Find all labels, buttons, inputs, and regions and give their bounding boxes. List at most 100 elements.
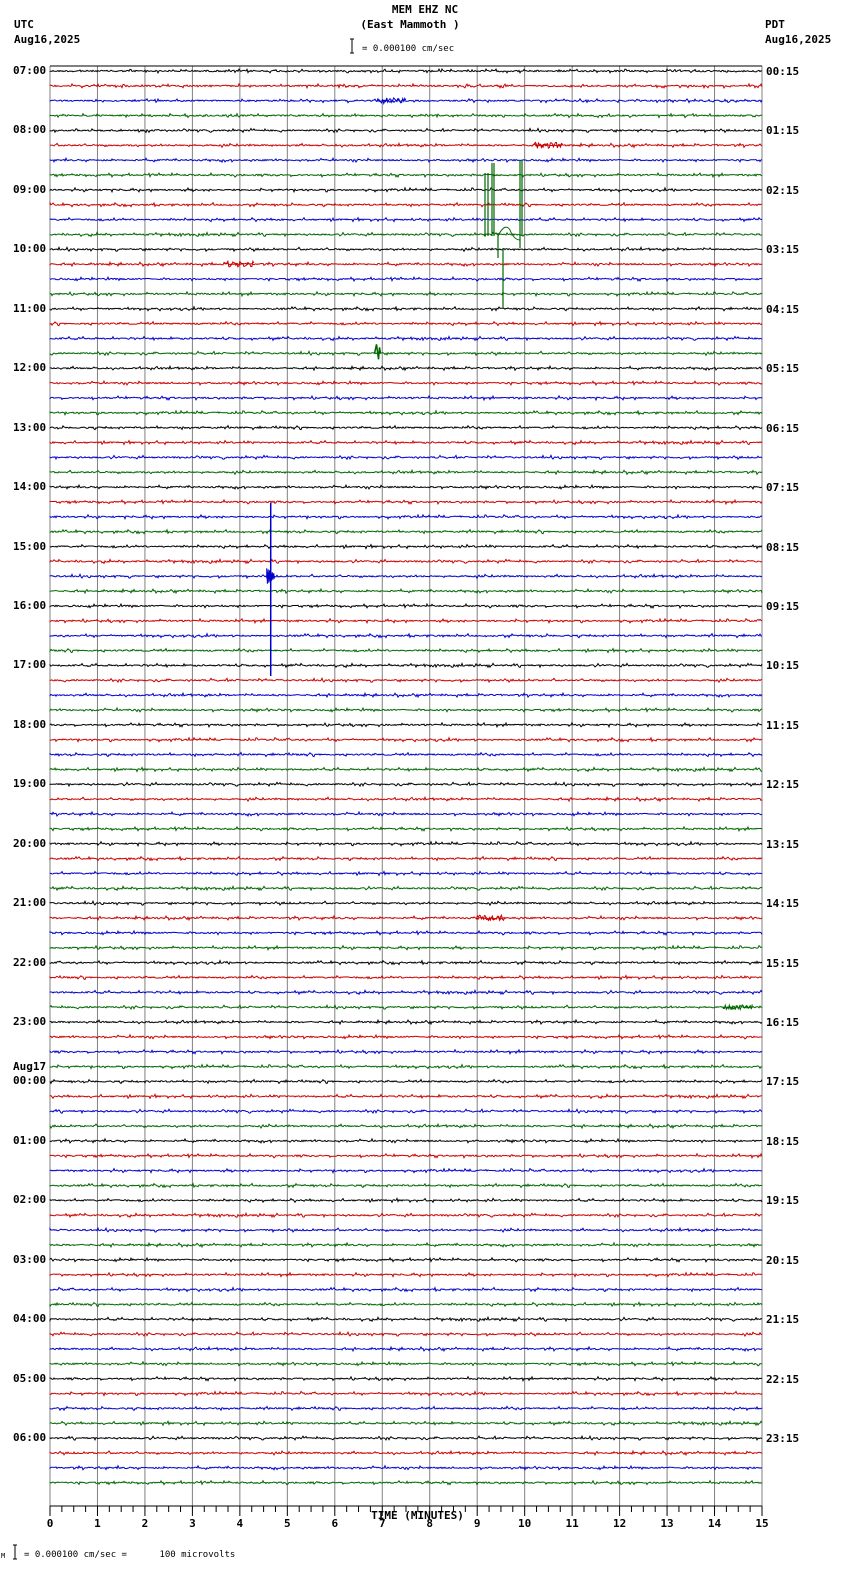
- pdt-time-label: 05:15: [766, 362, 800, 376]
- station-location: (East Mammoth ): [360, 18, 460, 31]
- x-tick-label: 1: [94, 1517, 101, 1530]
- trace-line: [49, 1301, 763, 1308]
- utc-time-label: 04:00: [13, 1312, 47, 1326]
- x-tick-label: 15: [755, 1517, 768, 1530]
- utc-time-label: 20:00: [13, 836, 47, 850]
- x-tick-label: 3: [189, 1517, 196, 1530]
- trace-line: [49, 82, 763, 90]
- trace-line: [49, 766, 763, 773]
- trace-line: [49, 335, 763, 342]
- trace-line: [49, 364, 763, 372]
- utc-time-label: 03:00: [13, 1252, 47, 1266]
- trace-line: [49, 632, 763, 639]
- trace-line: [49, 662, 763, 669]
- event-burst: [224, 259, 255, 268]
- trace-line: [49, 944, 763, 952]
- pdt-time-label: 18:15: [766, 1134, 800, 1148]
- trace-line: [49, 439, 763, 446]
- trace-line: [49, 1286, 763, 1293]
- pdt-time-label: 23:15: [766, 1432, 800, 1446]
- trace-line: [49, 305, 763, 312]
- left-timezone: UTC: [14, 18, 34, 31]
- event-burst: [475, 913, 506, 922]
- trace-line: [49, 1434, 763, 1442]
- trace-line: [49, 855, 763, 862]
- trace-line: [49, 1226, 763, 1233]
- trace-line: [49, 1390, 763, 1397]
- trace-line: [49, 914, 763, 922]
- trace-line: [49, 1479, 763, 1486]
- x-tick-label: 13: [660, 1517, 673, 1530]
- trace-line: [49, 127, 763, 134]
- pdt-time-label: 00:15: [766, 65, 800, 78]
- trace-line: [49, 840, 763, 848]
- utc-time-label: 13:00: [13, 420, 47, 434]
- pdt-time-label: 13:15: [766, 837, 800, 851]
- trace-line: [49, 290, 763, 298]
- utc-time-label: 15:00: [13, 539, 47, 553]
- trace-line: [49, 1345, 763, 1353]
- trace-line: [49, 528, 763, 535]
- trace-line: [49, 647, 763, 654]
- x-tick-label: 10: [518, 1517, 531, 1530]
- trace-line: [49, 1464, 763, 1471]
- utc-time-label: 19:00: [13, 777, 47, 791]
- footer-prefix: M: [1, 1552, 6, 1560]
- right-date: Aug16,2025: [765, 33, 832, 46]
- trace-line: [50, 142, 763, 149]
- pdt-time-label: 17:15: [766, 1075, 800, 1089]
- trace-line: [49, 781, 763, 788]
- pdt-time-label: 04:15: [766, 302, 800, 316]
- pdt-time-label: 15:15: [766, 956, 800, 970]
- utc-time-label: 11:00: [13, 301, 47, 315]
- trace-line: [49, 1122, 763, 1130]
- trace-line: [49, 1048, 763, 1055]
- utc-time-label: 09:00: [13, 182, 47, 196]
- trace-line: [49, 454, 763, 461]
- trace-line: [49, 394, 763, 402]
- trace-line: [49, 1033, 763, 1040]
- utc-time-label: 21:00: [13, 896, 47, 910]
- right-timezone: PDT: [765, 18, 785, 31]
- utc-time-label: 07:00: [13, 64, 47, 77]
- trace-line: [49, 200, 763, 208]
- trace-line: [49, 1375, 763, 1383]
- trace-line: [49, 587, 763, 595]
- trace-line: [49, 602, 763, 610]
- x-axis-title: TIME (MINUTES): [371, 1509, 464, 1522]
- utc-time-label: 12:00: [13, 361, 47, 375]
- trace-line: [49, 231, 763, 238]
- x-tick-label: 5: [284, 1517, 291, 1530]
- pdt-time-label: 19:15: [766, 1194, 800, 1208]
- trace-line: [49, 1256, 763, 1263]
- trace-line: [49, 929, 763, 936]
- pdt-time-label: 16:15: [766, 1016, 800, 1030]
- pdt-time-label: 12:15: [766, 778, 800, 792]
- trace-line: [49, 379, 763, 387]
- trace-line: [49, 1018, 763, 1026]
- utc-time-label: 23:00: [13, 1015, 47, 1029]
- utc-time-label: 14:00: [13, 480, 47, 494]
- pdt-time-label: 08:15: [766, 540, 800, 554]
- utc-time-label: 08:00: [13, 123, 47, 137]
- trace-line: [49, 795, 763, 803]
- utc-time-label: 06:00: [13, 1431, 47, 1445]
- utc-time-label: 10:00: [13, 242, 47, 256]
- x-tick-label: 14: [708, 1517, 722, 1530]
- trace-line: [49, 67, 763, 75]
- scale-label: = 0.000100 cm/sec: [362, 44, 455, 54]
- pdt-time-label: 20:15: [766, 1253, 800, 1267]
- pdt-time-label: 07:15: [766, 481, 800, 495]
- trace-line: [49, 543, 763, 550]
- trace-line: [49, 1107, 763, 1115]
- x-tick-label: 7: [379, 1517, 386, 1530]
- trace-line: [49, 97, 763, 104]
- trace-line: [49, 974, 763, 981]
- utc-time-label: 02:00: [13, 1193, 47, 1207]
- trace-line: [49, 320, 763, 327]
- trace-line: [49, 677, 762, 684]
- trace-line: [49, 721, 763, 729]
- trace-line: [49, 112, 763, 119]
- x-tick-label: 8: [426, 1517, 433, 1530]
- trace-line: [49, 1271, 763, 1278]
